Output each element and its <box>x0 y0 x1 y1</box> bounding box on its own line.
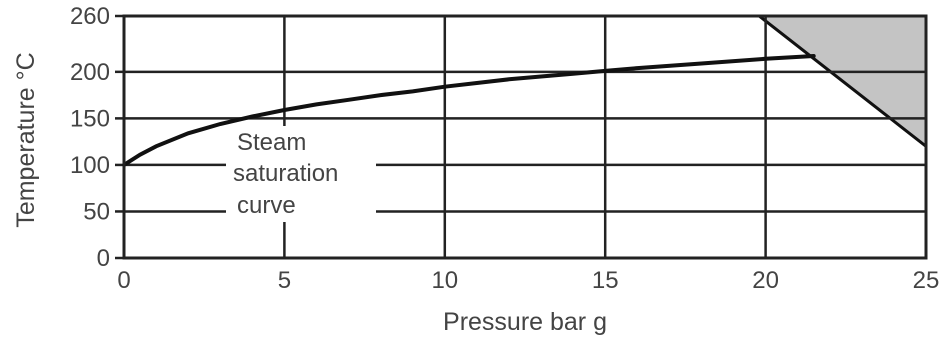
annotation-background <box>226 126 376 222</box>
x-tick-label-0: 0 <box>117 267 130 294</box>
y-axis-label: Temperature °C <box>12 52 40 227</box>
annotation-line-1: Steam <box>237 129 306 156</box>
y-tick-label-200: 200 <box>70 59 110 86</box>
annotation-line-3: curve <box>237 192 296 219</box>
y-tick-label-150: 150 <box>70 105 110 132</box>
y-tick-label-100: 100 <box>70 152 110 179</box>
x-tick-label-25: 25 <box>913 267 940 294</box>
x-tick-label-10: 10 <box>431 267 458 294</box>
annotation-line-2: saturation <box>233 160 338 187</box>
y-tick-labels: 0 50 100 150 200 260 <box>70 3 110 272</box>
x-tick-label-20: 20 <box>752 267 779 294</box>
x-tick-label-15: 15 <box>592 267 619 294</box>
x-tick-labels: 0 5 10 15 20 25 <box>117 267 939 294</box>
y-tick-label-260: 260 <box>70 3 110 30</box>
x-tick-label-5: 5 <box>278 267 291 294</box>
plot-frame <box>122 14 928 260</box>
y-tick-label-50: 50 <box>83 198 110 225</box>
y-tick-label-0: 0 <box>97 245 110 272</box>
series-line-steam-saturation <box>122 54 816 167</box>
x-axis-label: Pressure bar g <box>443 308 607 336</box>
